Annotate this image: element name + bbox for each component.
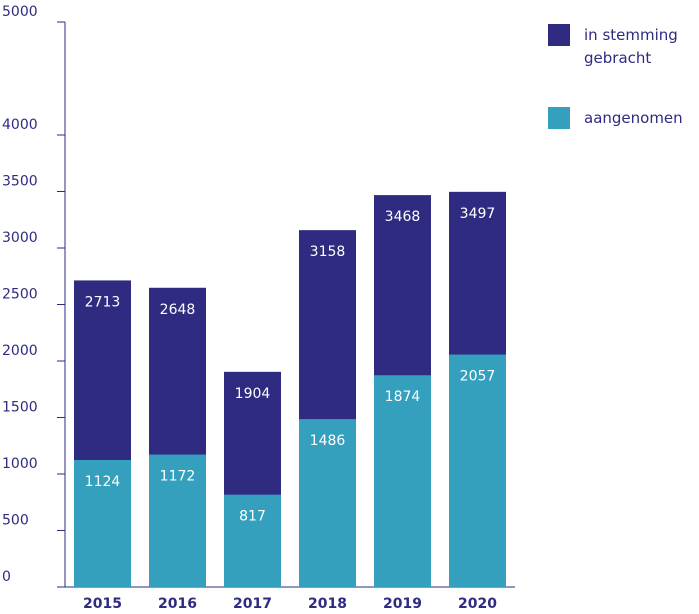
- legend-label: aangenomen: [584, 109, 683, 127]
- y-tick-label: 1500: [2, 400, 38, 416]
- y-tick-label: 500: [2, 513, 29, 529]
- value-label: 1124: [85, 474, 121, 490]
- legend-item: in stemming gebracht: [548, 24, 694, 70]
- y-tick-label: 3000: [2, 230, 38, 246]
- y-tick-label: 4000: [2, 117, 38, 133]
- value-label: 1172: [160, 469, 196, 485]
- bar: [374, 375, 431, 587]
- bar: [74, 459, 131, 587]
- x-tick-label: 2017: [233, 596, 272, 612]
- x-tick-label: 2018: [308, 596, 347, 612]
- bar: [224, 494, 281, 587]
- y-tick-label: 3500: [2, 174, 38, 190]
- bar: [299, 419, 356, 587]
- y-tick-label: 2500: [2, 287, 38, 303]
- value-label: 2713: [85, 294, 121, 310]
- value-label: 3497: [460, 206, 496, 222]
- y-tick-label: 5000: [2, 4, 38, 20]
- x-tick-label: 2016: [158, 596, 197, 612]
- legend-swatch: [548, 24, 570, 46]
- value-label: 2057: [460, 369, 496, 385]
- y-tick-label: 0: [2, 569, 11, 585]
- legend-label: in stemming gebracht: [584, 26, 678, 67]
- value-label: 3468: [385, 209, 421, 225]
- value-label: 3158: [310, 244, 346, 260]
- value-label: 1904: [235, 386, 271, 402]
- x-tick-label: 2020: [458, 596, 497, 612]
- x-tick-label: 2019: [383, 596, 422, 612]
- y-tick-label: 2000: [2, 343, 38, 359]
- y-tick-label: 1000: [2, 456, 38, 472]
- value-label: 817: [239, 509, 266, 525]
- x-tick-label: 2015: [83, 596, 122, 612]
- bar: [149, 454, 206, 587]
- value-label: 2648: [160, 302, 196, 318]
- legend-item: aangenomen: [548, 107, 694, 130]
- legend-swatch: [548, 107, 570, 129]
- bar: [449, 354, 506, 587]
- value-label: 1486: [310, 433, 346, 449]
- value-label: 1874: [385, 389, 421, 405]
